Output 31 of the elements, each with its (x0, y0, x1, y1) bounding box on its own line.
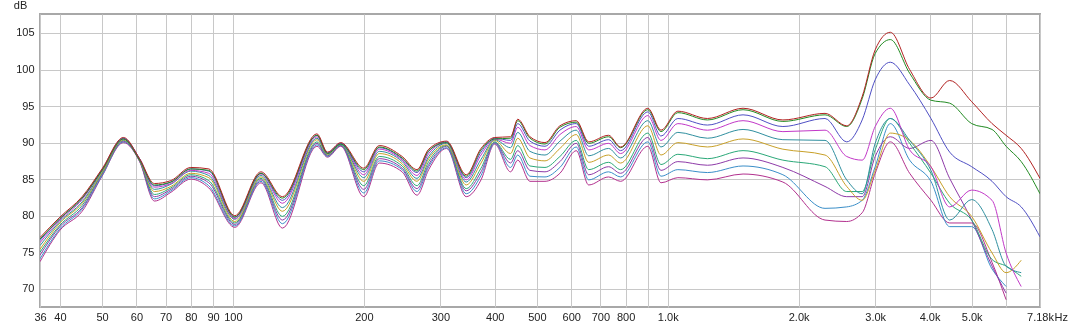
x-tick-label: 3.0k (865, 310, 887, 323)
y-tick-label: 100 (16, 63, 35, 76)
x-tick-label: 70 (159, 310, 173, 323)
x-tick-label: 90 (207, 310, 220, 323)
y-tick-label: 105 (16, 26, 35, 39)
x-tick-label: 200 (355, 310, 374, 323)
x-tick-label: 500 (528, 310, 547, 323)
x-tick-label: 4.0k (919, 310, 941, 323)
y-tick-label: 95 (22, 99, 35, 112)
x-tick-label: 7.18k (1027, 310, 1055, 323)
x-tick-label: 5.0k (961, 310, 984, 323)
y-tick-label: 75 (22, 245, 35, 258)
x-tick-label: 50 (96, 310, 109, 323)
x-tick-label: 100 (224, 310, 243, 323)
y-tick-label: 80 (22, 209, 35, 222)
y-tick-label: 70 (22, 282, 35, 295)
x-tick-label: 40 (54, 310, 67, 323)
x-tick-label: 800 (616, 310, 636, 323)
x-tick-label: 400 (486, 310, 505, 323)
y-axis-title: dB (13, 0, 28, 11)
x-tick-label: 700 (591, 310, 611, 323)
x-tick-label: 36 (34, 310, 47, 323)
x-tick-label: 1.0k (657, 310, 680, 323)
x-axis-title: Hz (1054, 310, 1068, 323)
y-tick-label: 85 (22, 172, 35, 185)
x-tick-label: 80 (185, 310, 198, 323)
x-tick-label: 2.0k (788, 310, 811, 323)
x-tick-label: 300 (431, 310, 451, 323)
x-tick-label: 600 (562, 310, 581, 323)
y-tick-label: 90 (22, 136, 35, 149)
x-tick-label: 60 (130, 310, 144, 323)
